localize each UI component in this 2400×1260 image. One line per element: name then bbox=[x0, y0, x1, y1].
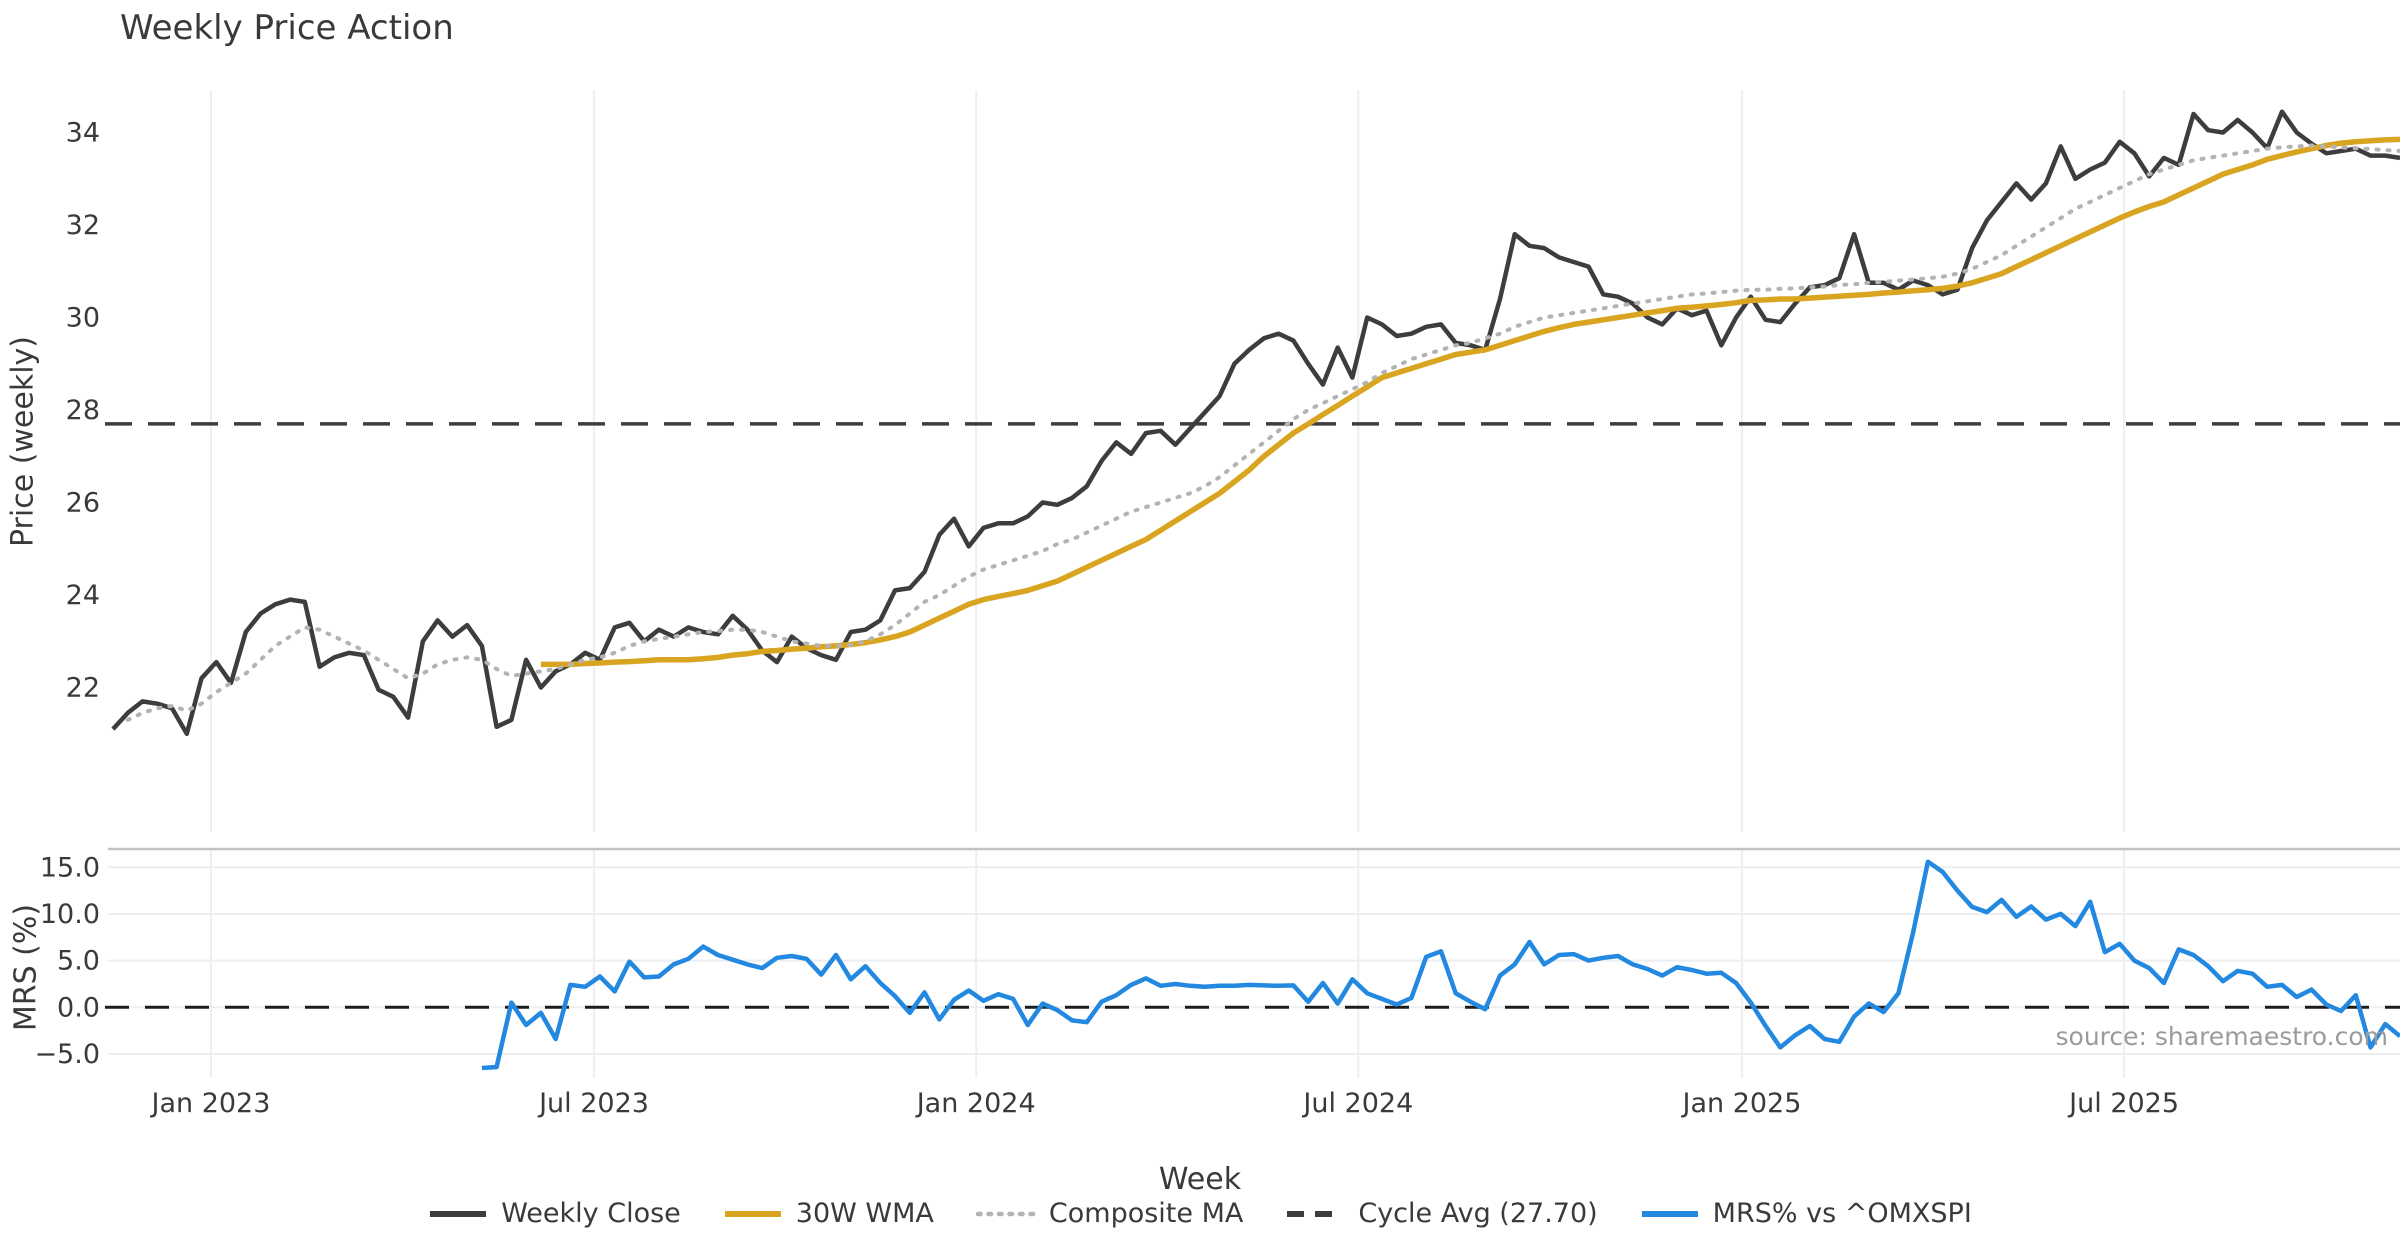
mrs-ytick-10.0: 10.0 bbox=[40, 899, 100, 930]
xtick-jan-2023: Jan 2023 bbox=[150, 1088, 271, 1119]
legend-label: Cycle Avg (27.70) bbox=[1358, 1198, 1598, 1229]
price-axis-label: Price (weekly) bbox=[5, 335, 41, 548]
mrs-ytick-15.0: 15.0 bbox=[40, 852, 100, 883]
legend-item-mrs-vs-omxspi: MRS% vs ^OMXSPI bbox=[1640, 1198, 1972, 1229]
price-ytick-24: 24 bbox=[66, 580, 100, 611]
price-ytick-28: 28 bbox=[66, 395, 100, 426]
xtick-jul-2023: Jul 2023 bbox=[537, 1088, 649, 1119]
legend-item-weekly-close: Weekly Close bbox=[428, 1198, 681, 1229]
mrs-ytick-0.0: 0.0 bbox=[57, 992, 100, 1023]
series-line-30w-wma bbox=[540, 136, 2400, 668]
xtick-jul-2025: Jul 2025 bbox=[2067, 1088, 2179, 1119]
legend-label: MRS% vs ^OMXSPI bbox=[1712, 1198, 1972, 1229]
legend-item-cycle-avg-27-70-: Cycle Avg (27.70) bbox=[1285, 1198, 1598, 1229]
legend-item-composite-ma: Composite MA bbox=[975, 1198, 1244, 1229]
source-watermark: source: sharemaestro.com bbox=[2055, 1022, 2389, 1051]
chart-title: Weekly Price Action bbox=[120, 8, 454, 48]
legend-label: Weekly Close bbox=[501, 1198, 681, 1229]
xtick-jan-2024: Jan 2024 bbox=[915, 1088, 1036, 1119]
legend-swatch-solid bbox=[1641, 1210, 1698, 1217]
legend-swatch-dashed bbox=[1287, 1210, 1344, 1217]
legend-label: 30W WMA bbox=[795, 1198, 934, 1229]
legend-swatch-solid bbox=[430, 1210, 487, 1217]
legend-swatch-solid bbox=[724, 1210, 781, 1217]
mrs-ytick-5.0: 5.0 bbox=[57, 946, 100, 977]
series-line-weekly-close bbox=[111, 109, 2400, 737]
mrs-ytick-−5.0: −5.0 bbox=[34, 1039, 100, 1070]
xtick-jul-2024: Jul 2024 bbox=[1301, 1088, 1413, 1119]
mrs-axis-label: MRS (%) bbox=[8, 903, 44, 1032]
price-ytick-34: 34 bbox=[66, 118, 100, 149]
legend-swatch-dotted bbox=[975, 1211, 1036, 1216]
series-line-composite-ma bbox=[125, 143, 2400, 722]
legend-label: Composite MA bbox=[1048, 1198, 1244, 1229]
price-ytick-30: 30 bbox=[66, 303, 100, 334]
series-line-mrs-vs-omxspi bbox=[481, 859, 2400, 1071]
x-axis-label: Week bbox=[1158, 1162, 1242, 1197]
legend-item-30w-wma: 30W WMA bbox=[723, 1198, 934, 1229]
price-ytick-26: 26 bbox=[66, 488, 100, 519]
xtick-jan-2025: Jan 2025 bbox=[1680, 1088, 1801, 1119]
chart-legend: Weekly Close 30W WMA Composite MA Cycle Avg… bbox=[0, 1198, 2400, 1229]
price-ytick-32: 32 bbox=[66, 210, 100, 241]
price-ytick-22: 22 bbox=[66, 673, 100, 704]
